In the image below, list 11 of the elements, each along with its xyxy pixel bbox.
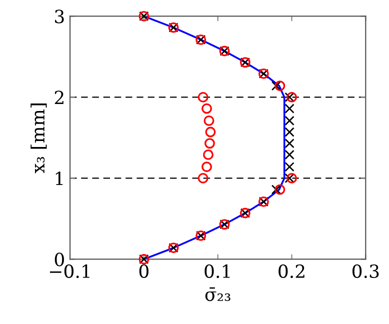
y-tick-label: 1 — [56, 172, 63, 186]
y-tick-label: 2 — [54, 90, 64, 104]
x-axis-title: σ̄₂₃ — [205, 287, 230, 302]
x-tick-label: 0.3 — [352, 264, 379, 278]
y-tick-label: 0 — [54, 252, 64, 266]
x-tick-label: −0.1 — [50, 264, 90, 278]
x-tick-label: 0 — [139, 264, 148, 278]
y-axis-title: x₃ [mm] — [30, 104, 47, 174]
x-tick-label: 0.1 — [204, 264, 230, 278]
y-tick-label: 3 — [55, 10, 64, 24]
x-tick-label: 0.2 — [278, 264, 304, 278]
